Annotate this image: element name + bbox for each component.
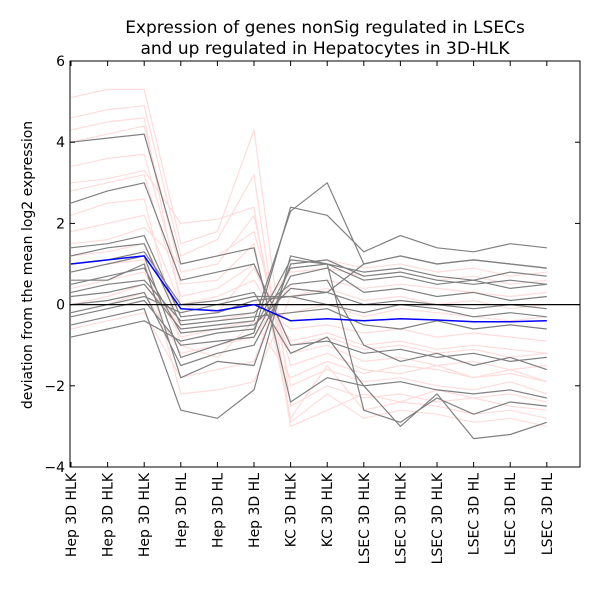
x-tick-label: LSEC 3D HLK: [357, 472, 373, 564]
pink-gene-line-13: [70, 117, 547, 358]
pink-gene-line-10: [70, 170, 547, 427]
pink-gene-line-4: [70, 214, 547, 354]
x-tick-label: LSEC 3D HLK: [393, 472, 409, 564]
pink-gene-line-1: [70, 88, 547, 411]
mean-line-0: [70, 255, 547, 323]
y-tick-label: 6: [56, 54, 65, 70]
pink-gene-line-0: [70, 153, 547, 419]
x-tick-label: Hep 3D HL: [210, 473, 226, 548]
gray-gene-line-6: [70, 255, 547, 419]
gray-gene-line-1: [70, 235, 547, 318]
pink-gene-line-14: [70, 226, 547, 383]
x-tick-label: Hep 3D HL: [247, 473, 263, 548]
gray-gene-line-3: [70, 182, 547, 362]
plot-area-frame: [69, 60, 581, 468]
gray-gene-line-8: [70, 259, 547, 342]
gray-gene-line-11: [70, 263, 547, 423]
gray-gene-line-5: [70, 206, 547, 358]
x-tick-label: LSEC 3D HL: [467, 473, 483, 555]
gray-gene-line-2: [70, 133, 547, 403]
gray-gene-line-14: [70, 255, 547, 314]
x-tick-label: LSEC 3D HLK: [430, 472, 446, 564]
pink-gene-line-3: [70, 174, 547, 371]
y-axis-label: deviation from the mean log2 expression: [20, 121, 36, 409]
x-tick-label: LSEC 3D HL: [503, 473, 519, 555]
x-tick-label: KC 3D HLK: [284, 472, 300, 547]
chart-title-line-2: and up regulated in Hepatocytes in 3D-HL…: [140, 39, 510, 59]
x-tick-label: Hep 3D HLK: [64, 472, 80, 557]
x-tick-label: Hep 3D HLK: [101, 472, 117, 557]
y-tick-label: 0: [56, 298, 65, 314]
x-tick-label: KC 3D HLK: [320, 472, 336, 547]
y-tick-label: −2: [44, 379, 65, 395]
gray-gene-line-10: [70, 279, 547, 371]
y-tick-label: 4: [56, 135, 65, 151]
y-tick-label: −4: [44, 460, 65, 476]
gray-gene-line-13: [70, 243, 547, 330]
x-tick-label: Hep 3D HL: [174, 473, 190, 548]
chart-title-line-1: Expression of genes nonSig regulated in …: [125, 18, 525, 38]
y-tick-label: 2: [56, 216, 65, 232]
series-layer: [70, 88, 580, 440]
axes: −4 −2 0 2 4 6 Hep 3D HLK Hep 3D HLK Hep 3D HLK He…: [44, 54, 580, 564]
pink-gene-line-11: [70, 198, 547, 383]
gray-gene-line-9: [70, 251, 547, 440]
gray-gene-line-12: [70, 267, 547, 334]
pink-gene-line-2: [70, 105, 547, 427]
x-tick-label: LSEC 3D HL: [540, 473, 556, 555]
x-tick-label: Hep 3D HLK: [137, 472, 153, 557]
